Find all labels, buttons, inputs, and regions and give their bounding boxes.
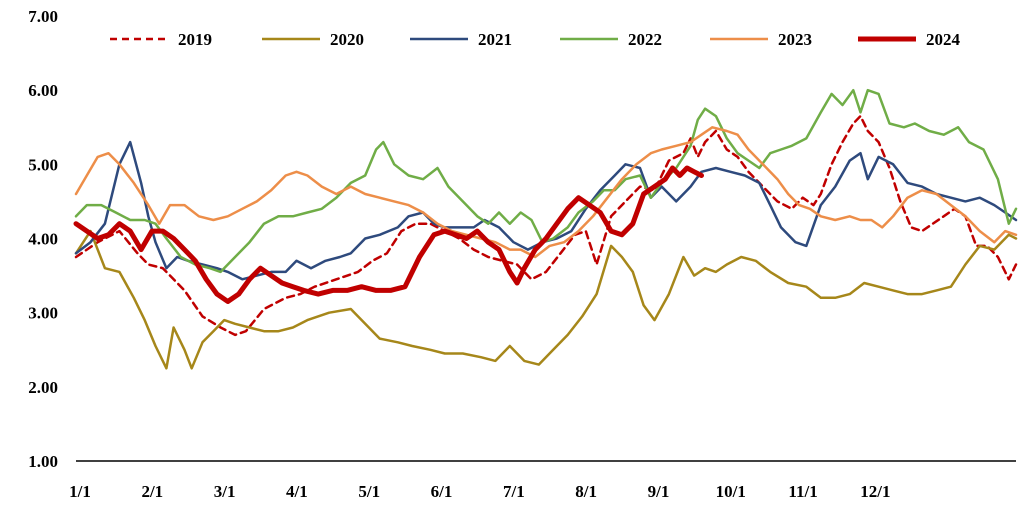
series-line-2019	[74, 114, 1018, 337]
x-tick-label: 8/1	[575, 482, 597, 501]
y-axis-tick-labels: 1.00 2.00 3.00 4.00 5.00 6.00 7.00	[28, 7, 58, 471]
x-tick-label: 11/1	[788, 482, 817, 501]
y-tick-label: 3.00	[28, 304, 58, 323]
x-axis-tick-labels: 1/1 2/1 3/1 4/1 5/1 6/1 7/1 8/1 9/1 10/1 11/1 12/1	[69, 482, 890, 501]
legend-label-2021: 2021	[478, 30, 512, 49]
series-line-2022	[74, 88, 1018, 274]
x-tick-label: 9/1	[648, 482, 670, 501]
legend-label-2019: 2019	[178, 30, 212, 49]
y-tick-label: 1.00	[28, 452, 58, 471]
x-tick-label: 5/1	[358, 482, 380, 501]
x-tick-label: 2/1	[141, 482, 163, 501]
x-tick-label: 10/1	[716, 482, 746, 501]
x-tick-label: 7/1	[503, 482, 525, 501]
x-tick-label: 1/1	[69, 482, 91, 501]
legend-label-2024: 2024	[926, 30, 961, 49]
series-line-2023	[74, 126, 1018, 259]
y-tick-label: 2.00	[28, 378, 58, 397]
series-line-2020	[74, 229, 1018, 370]
y-tick-label: 4.00	[28, 230, 58, 249]
y-tick-label: 5.00	[28, 155, 58, 174]
y-tick-label: 7.00	[28, 7, 58, 26]
series-line-2021	[74, 140, 1018, 281]
series-line-2024	[73, 165, 704, 304]
x-tick-label: 6/1	[431, 482, 453, 501]
legend-label-2022: 2022	[628, 30, 662, 49]
legend: 2019 2020 2021 2022 2023 2024	[110, 30, 961, 49]
x-tick-label: 3/1	[214, 482, 236, 501]
legend-label-2023: 2023	[778, 30, 812, 49]
x-tick-label: 4/1	[286, 482, 308, 501]
series-lines	[73, 88, 1018, 370]
y-tick-label: 6.00	[28, 81, 58, 100]
x-tick-label: 12/1	[860, 482, 890, 501]
legend-label-2020: 2020	[330, 30, 364, 49]
